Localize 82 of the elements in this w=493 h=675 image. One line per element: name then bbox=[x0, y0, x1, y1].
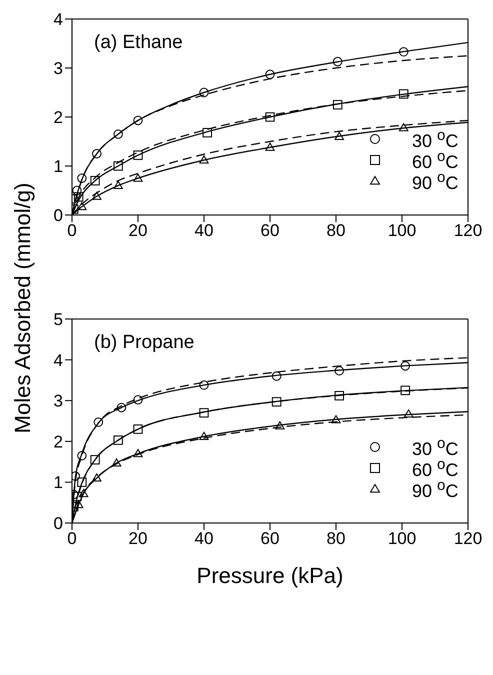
x-axis-title: Pressure (kPa) bbox=[196, 563, 344, 588]
point bbox=[332, 56, 342, 66]
point bbox=[199, 380, 209, 390]
x-tick-label: 120 bbox=[454, 221, 482, 240]
point bbox=[265, 70, 275, 80]
point bbox=[272, 397, 282, 407]
point bbox=[77, 478, 87, 487]
point bbox=[331, 415, 341, 424]
point bbox=[275, 421, 285, 430]
y-tick-label: 4 bbox=[54, 350, 63, 370]
legend-label: 90 $^{o}$C bbox=[412, 169, 458, 193]
point bbox=[74, 192, 84, 202]
point bbox=[334, 366, 344, 376]
y-tick-label: 1 bbox=[54, 157, 63, 176]
point bbox=[332, 100, 342, 110]
point bbox=[92, 192, 102, 200]
y-axis-title: Moles Adsorbed (mmol/g) bbox=[10, 182, 35, 434]
point bbox=[404, 409, 414, 418]
point bbox=[112, 458, 122, 466]
point bbox=[133, 448, 143, 458]
point bbox=[92, 473, 102, 482]
point bbox=[133, 150, 143, 160]
point bbox=[334, 132, 344, 140]
text: (b) Propane bbox=[94, 332, 194, 354]
point bbox=[90, 176, 100, 186]
point bbox=[90, 455, 100, 464]
point bbox=[133, 174, 143, 182]
point bbox=[77, 450, 87, 460]
point bbox=[116, 402, 126, 412]
point bbox=[72, 186, 82, 196]
x-tick-label: 100 bbox=[388, 529, 416, 548]
legend-label: 90 $^{o}$C bbox=[412, 477, 458, 501]
point bbox=[77, 174, 87, 183]
point bbox=[199, 432, 209, 440]
y-tick-label: 1 bbox=[54, 473, 63, 492]
x-tick-label: 80 bbox=[326, 529, 346, 548]
point bbox=[398, 89, 408, 99]
x-tick-label: 0 bbox=[67, 221, 77, 240]
point bbox=[202, 128, 212, 138]
x-tick-label: 20 bbox=[128, 221, 148, 240]
x-tick-label: 60 bbox=[260, 221, 280, 240]
x-tick-label: 20 bbox=[128, 529, 148, 548]
y-tick-label: 0 bbox=[54, 206, 63, 226]
point bbox=[78, 488, 88, 498]
y-tick-label: 4 bbox=[54, 10, 63, 30]
point bbox=[398, 123, 408, 132]
point bbox=[334, 391, 344, 400]
point bbox=[400, 361, 410, 371]
point bbox=[199, 88, 209, 98]
point bbox=[265, 112, 275, 122]
y-tick-label: 3 bbox=[54, 392, 63, 411]
point bbox=[94, 418, 104, 427]
point bbox=[133, 116, 143, 126]
x-tick-label: 80 bbox=[326, 221, 346, 240]
point bbox=[114, 435, 123, 445]
point bbox=[74, 500, 84, 508]
y-tick-label: 3 bbox=[54, 59, 63, 78]
point bbox=[72, 492, 82, 502]
y-tick-label: 0 bbox=[54, 514, 63, 534]
x-tick-label: 60 bbox=[260, 529, 280, 548]
point bbox=[400, 386, 410, 396]
point bbox=[199, 155, 209, 164]
x-tick-label: 100 bbox=[388, 221, 416, 240]
x-tick-label: 120 bbox=[454, 529, 482, 548]
point bbox=[114, 129, 123, 139]
x-tick-label: 0 bbox=[67, 529, 77, 548]
point bbox=[114, 161, 123, 171]
x-tick-label: 40 bbox=[194, 529, 214, 548]
point bbox=[92, 149, 102, 158]
point bbox=[272, 371, 282, 381]
y-tick-label: 5 bbox=[54, 310, 63, 330]
point bbox=[199, 408, 209, 418]
y-tick-label: 2 bbox=[54, 432, 63, 452]
point bbox=[77, 202, 87, 210]
point bbox=[114, 180, 123, 190]
x-tick-label: 40 bbox=[194, 221, 214, 240]
point bbox=[265, 142, 275, 151]
y-tick-label: 2 bbox=[54, 108, 63, 128]
point bbox=[398, 47, 408, 57]
point bbox=[133, 424, 143, 434]
text: (a) Ethane bbox=[94, 32, 183, 54]
point bbox=[133, 395, 143, 404]
